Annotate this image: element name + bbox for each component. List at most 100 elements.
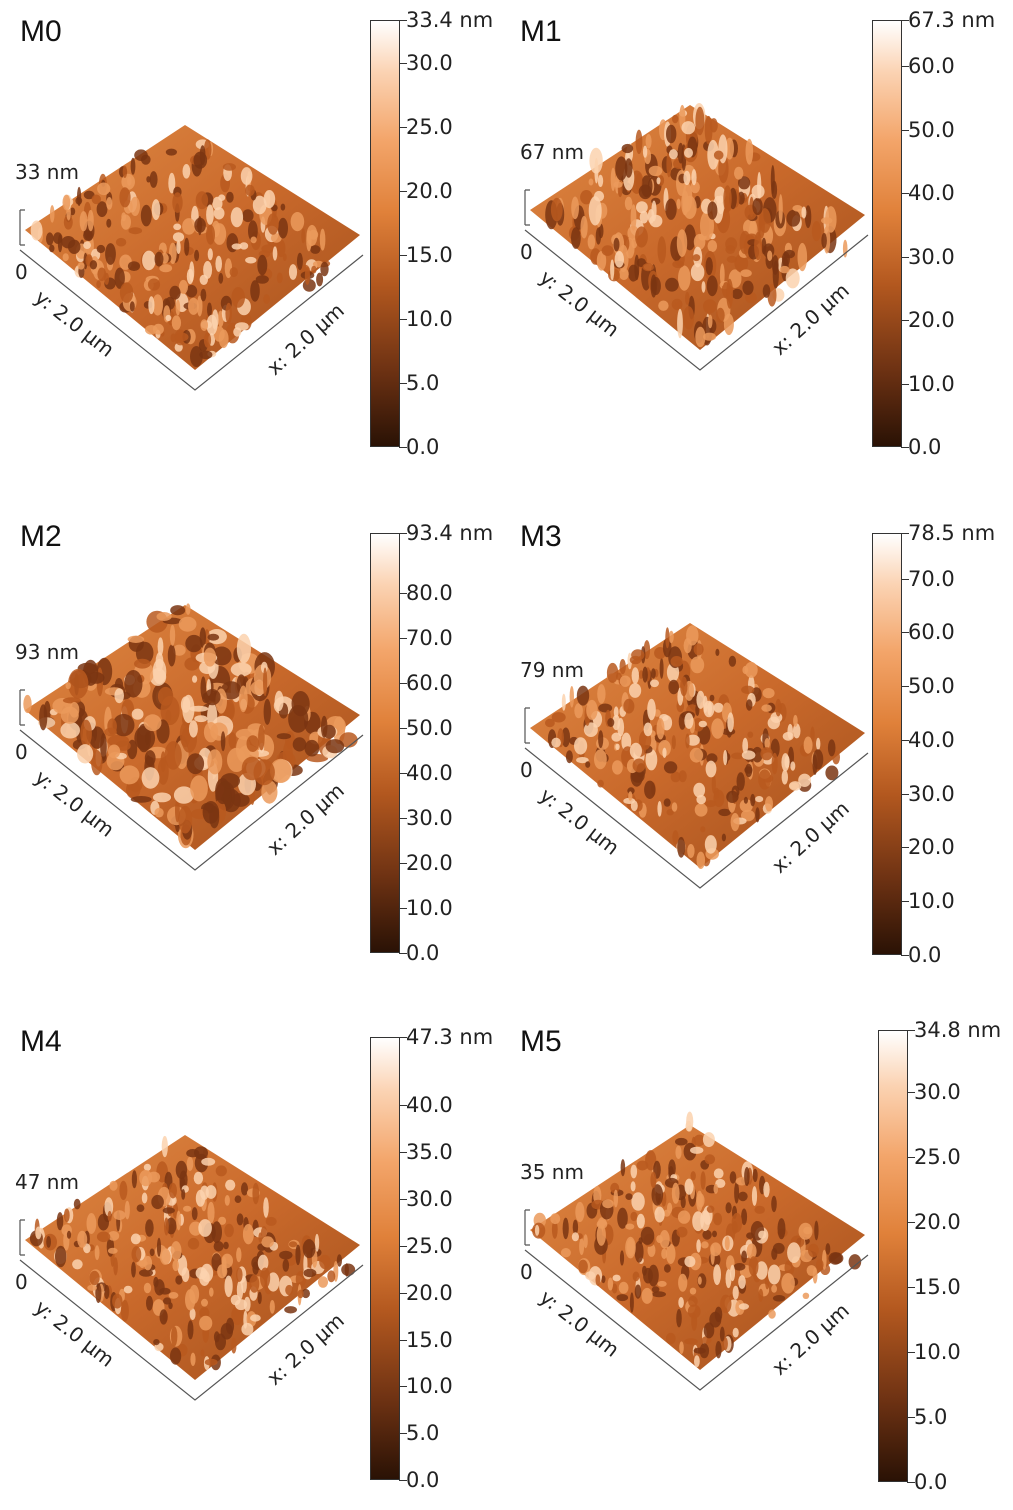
scale-tick — [907, 1030, 915, 1031]
scale-tick-label: 0.0 — [406, 1468, 440, 1492]
scale-tick — [399, 773, 407, 775]
z-max-label: 67 nm — [520, 140, 584, 164]
scale-tick — [907, 1287, 915, 1289]
z-min-label: 0 — [15, 740, 28, 764]
scale-tick-label: 0.0 — [406, 941, 440, 965]
scale-tick — [399, 728, 407, 730]
color-scale-bar — [872, 533, 902, 955]
scale-max-label: 67.3 nm — [908, 8, 996, 32]
scale-tick — [901, 193, 909, 195]
scale-tick-label: 50.0 — [908, 674, 955, 699]
scale-tick — [399, 863, 407, 865]
scale-tick-label: 80.0 — [406, 581, 453, 606]
scale-tick-label: 5.0 — [914, 1405, 948, 1430]
scale-tick-label: 30.0 — [908, 781, 955, 806]
scale-tick — [399, 1386, 407, 1388]
panel-label: M2 — [20, 520, 62, 553]
z-min-label: 0 — [520, 1260, 533, 1284]
scale-max-label: 34.8 nm — [914, 1018, 1002, 1042]
scale-tick — [901, 901, 909, 903]
scale-tick-label: 40.0 — [406, 761, 453, 786]
scale-tick — [399, 447, 407, 448]
scale-tick — [399, 533, 407, 534]
scale-tick — [399, 383, 407, 385]
scale-tick — [399, 1480, 407, 1481]
scale-tick — [399, 593, 407, 595]
scale-tick — [399, 1292, 407, 1294]
scale-tick-label: 25.0 — [406, 1233, 453, 1258]
scale-tick — [399, 953, 407, 954]
scale-tick — [399, 1105, 407, 1107]
scale-tick — [901, 739, 909, 741]
scale-tick-label: 60.0 — [908, 54, 955, 79]
scale-tick — [901, 793, 909, 795]
scale-tick — [399, 818, 407, 820]
scale-tick — [907, 1417, 915, 1419]
scale-tick — [901, 66, 909, 68]
z-min-label: 0 — [15, 260, 28, 284]
scale-tick-label: 70.0 — [406, 626, 453, 651]
scale-tick-label: 40.0 — [908, 181, 955, 206]
afm-3d-surface — [19, 603, 364, 871]
afm-3d-surface — [524, 103, 869, 371]
scale-tick — [399, 255, 407, 257]
scale-tick — [399, 20, 407, 21]
scale-tick-label: 20.0 — [406, 179, 453, 204]
scale-tick-label: 0.0 — [908, 943, 942, 967]
z-min-label: 0 — [520, 758, 533, 782]
scale-tick-label: 40.0 — [406, 1093, 453, 1118]
scale-tick-label: 25.0 — [406, 115, 453, 140]
scale-tick — [907, 1222, 915, 1224]
afm-panel-m2: M2 93 nm 0 y: 2.0 µm x: 2.0 µm — [0, 505, 508, 1005]
color-scale-bar — [370, 20, 400, 447]
scale-tick-label: 20.0 — [908, 308, 955, 333]
scale-tick — [901, 256, 909, 258]
panel-label: M4 — [20, 1025, 62, 1058]
scale-tick — [907, 1092, 915, 1094]
scale-tick-label: 35.0 — [406, 1140, 453, 1165]
scale-tick-label: 10.0 — [908, 371, 955, 396]
color-scale-bar — [370, 533, 400, 953]
scale-tick — [901, 20, 909, 21]
scale-tick-label: 20.0 — [406, 1280, 453, 1305]
scale-max-label: 93.4 nm — [406, 521, 494, 545]
scale-tick — [399, 1339, 407, 1341]
scale-tick-label: 20.0 — [406, 851, 453, 876]
scale-tick-label: 30.0 — [406, 806, 453, 831]
scale-tick — [901, 320, 909, 322]
afm-3d-surface — [19, 125, 364, 391]
scale-tick — [399, 319, 407, 321]
scale-tick — [901, 847, 909, 849]
scale-tick — [399, 1199, 407, 1201]
scale-tick — [399, 638, 407, 640]
scale-tick — [901, 686, 909, 688]
panel-label: M0 — [20, 15, 62, 48]
afm-panel-m4: M4 47 nm 0 y: 2.0 µm x: 2.0 µm — [0, 1010, 508, 1510]
scale-tick — [399, 1037, 407, 1038]
scale-tick-label: 30.0 — [908, 244, 955, 269]
scale-tick-label: 10.0 — [406, 896, 453, 921]
scale-tick — [901, 129, 909, 131]
scale-tick — [901, 383, 909, 385]
scale-tick-label: 5.0 — [406, 371, 440, 396]
scale-tick-label: 0.0 — [914, 1470, 948, 1494]
z-max-label: 93 nm — [15, 640, 79, 664]
scale-tick-label: 20.0 — [908, 835, 955, 860]
scale-tick-label: 10.0 — [908, 889, 955, 914]
scale-tick-label: 60.0 — [908, 620, 955, 645]
scale-max-label: 33.4 nm — [406, 8, 494, 32]
afm-3d-surface — [524, 623, 869, 889]
scale-tick-label: 50.0 — [908, 117, 955, 142]
scale-tick-label: 10.0 — [914, 1340, 961, 1365]
scale-tick — [399, 63, 407, 65]
scale-tick — [901, 632, 909, 634]
panel-label: M1 — [520, 15, 562, 48]
scale-tick-label: 15.0 — [914, 1275, 961, 1300]
scale-tick-label: 25.0 — [914, 1145, 961, 1170]
scale-tick — [399, 1152, 407, 1154]
scale-tick-label: 15.0 — [406, 243, 453, 268]
scale-tick — [907, 1482, 915, 1483]
afm-panel-m5: M5 35 nm 0 y: 2.0 µm x: 2.0 µm — [505, 1010, 1013, 1510]
afm-3d-surface — [19, 1135, 364, 1401]
color-scale-bar — [872, 20, 902, 447]
